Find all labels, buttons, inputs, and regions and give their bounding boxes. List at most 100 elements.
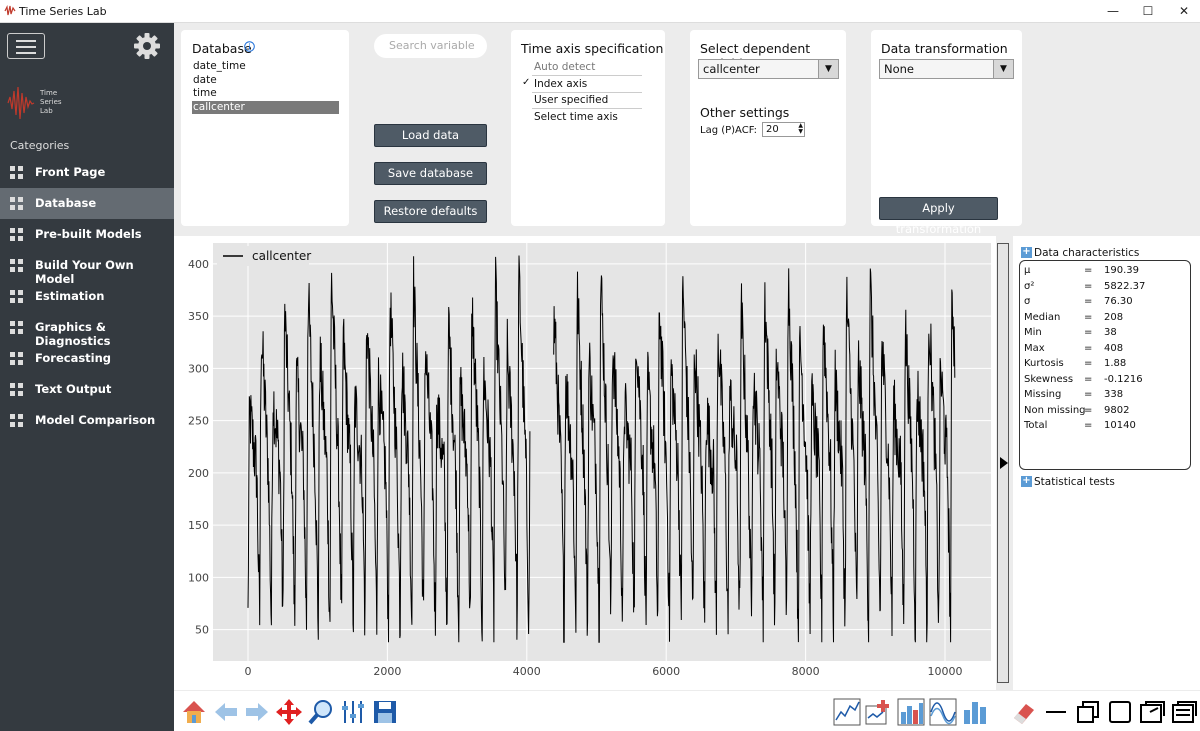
line-chart-icon[interactable] bbox=[833, 698, 861, 726]
lag-label: Lag (P)ACF: bbox=[700, 125, 758, 136]
expand-arrow-icon[interactable] bbox=[1000, 457, 1008, 469]
expand-data-characteristics-icon[interactable]: + bbox=[1021, 246, 1032, 258]
y-tick-label: 400 bbox=[188, 258, 209, 271]
add-plot-icon[interactable] bbox=[865, 698, 893, 726]
zoom-icon[interactable] bbox=[307, 698, 335, 726]
stat-row: Min = 38 bbox=[1024, 327, 1184, 341]
plot-area[interactable]: 0 2000 4000 6000 8000 10000 50 100 150 200 250 300 3… bbox=[174, 236, 996, 690]
save-figure-icon[interactable] bbox=[371, 698, 399, 726]
other-settings-title: Other settings bbox=[700, 105, 790, 120]
sidebar-item-graphics-diagnostics[interactable]: Graphics & Diagnostics bbox=[0, 312, 174, 348]
home-icon[interactable] bbox=[180, 698, 208, 726]
stat-equals: = bbox=[1084, 389, 1093, 400]
x-tick-label: 8000 bbox=[792, 665, 820, 678]
stat-value: 9802 bbox=[1104, 404, 1130, 416]
restore-defaults-button[interactable]: Restore defaults bbox=[374, 200, 487, 223]
stat-equals: = bbox=[1084, 327, 1093, 338]
stat-key: Min bbox=[1024, 327, 1042, 338]
checkmark-icon: ✓ bbox=[522, 76, 531, 88]
stat-row: Total = 10140 bbox=[1024, 420, 1184, 434]
configure-subplots-icon[interactable] bbox=[339, 698, 367, 726]
stat-equals: = bbox=[1084, 311, 1093, 323]
undock-plot-icon[interactable] bbox=[1138, 698, 1166, 726]
wave-chart-icon[interactable] bbox=[929, 698, 957, 726]
histogram-icon[interactable] bbox=[897, 698, 925, 726]
stat-value: 1.88 bbox=[1104, 358, 1127, 369]
hamburger-menu-button[interactable] bbox=[7, 33, 45, 59]
statistical-tests-header[interactable]: Statistical tests bbox=[1034, 476, 1115, 488]
title-bar: Time Series Lab — ☐ ✕ bbox=[0, 0, 1200, 23]
sidebar-item-text-output[interactable]: Text Output bbox=[0, 374, 174, 405]
time-axis-option[interactable]: Index axis bbox=[532, 77, 642, 93]
apply-transformation-button[interactable]: Apply transformation bbox=[879, 197, 998, 236]
dependent-variable-panel: Select dependent variable callcenter ▼ O… bbox=[690, 30, 846, 226]
data-characteristics-header[interactable]: Data characteristics bbox=[1034, 247, 1140, 259]
database-variable-item[interactable]: callcenter bbox=[192, 101, 339, 115]
info-icon[interactable] bbox=[244, 41, 255, 52]
stat-value: 76.30 bbox=[1104, 296, 1133, 307]
time-axis-option[interactable]: User specified bbox=[532, 93, 642, 109]
spin-arrows-icon[interactable]: ▲ ▼ bbox=[798, 122, 803, 135]
transformation-title: Data transformation bbox=[881, 41, 1008, 56]
load-data-button[interactable]: Load data bbox=[374, 124, 487, 147]
time-axis-panel: Time axis specification Auto detect Index… bbox=[511, 30, 665, 226]
stat-equals: = bbox=[1084, 420, 1093, 431]
x-tick-label: 2000 bbox=[373, 665, 401, 678]
stat-key: Missing bbox=[1024, 389, 1062, 400]
sidebar-item-front-page[interactable]: Front Page bbox=[0, 157, 174, 188]
minimize-button[interactable]: — bbox=[1107, 4, 1119, 18]
dependent-variable-select[interactable]: callcenter ▼ bbox=[698, 59, 839, 79]
time-axis-title: Time axis specification bbox=[521, 41, 664, 56]
bar-chart-icon bbox=[10, 321, 23, 334]
save-database-button[interactable]: Save database bbox=[374, 162, 487, 185]
chevron-down-icon: ▼ bbox=[818, 60, 838, 78]
maximize-button[interactable]: ☐ bbox=[1142, 4, 1154, 18]
bar-chart-icon[interactable] bbox=[961, 698, 989, 726]
expand-statistical-tests-icon[interactable]: + bbox=[1021, 475, 1032, 487]
database-variable-item[interactable]: date bbox=[193, 73, 217, 86]
stat-key: Non missing bbox=[1024, 404, 1086, 416]
sidebar-item-estimation[interactable]: Estimation bbox=[0, 281, 174, 312]
back-arrow-icon[interactable] bbox=[212, 698, 240, 726]
stat-key: Skewness bbox=[1024, 373, 1074, 385]
dock-plot-icon[interactable] bbox=[1170, 698, 1198, 726]
stat-key: σ² bbox=[1024, 280, 1035, 292]
sidebar-item-forecasting[interactable]: Forecasting bbox=[0, 343, 174, 374]
app-logo: Time Series Lab bbox=[6, 83, 76, 123]
transformation-select[interactable]: None ▼ bbox=[879, 59, 1014, 79]
pan-icon[interactable] bbox=[275, 698, 303, 726]
database-panel: Database date_time date time callcenter bbox=[181, 30, 349, 226]
stat-key: σ bbox=[1024, 296, 1031, 307]
time-axis-option[interactable]: Auto detect bbox=[532, 60, 642, 76]
sidebar-item-build-your-own-model[interactable]: Build Your Own Model bbox=[0, 250, 174, 286]
legend-label: callcenter bbox=[252, 249, 311, 263]
search-variable-input[interactable]: Search variable bbox=[374, 34, 487, 58]
sidebar-item-label: Database bbox=[35, 196, 97, 210]
database-variable-item[interactable]: time bbox=[193, 87, 217, 100]
stat-equals: = bbox=[1084, 404, 1093, 416]
database-title: Database bbox=[192, 41, 252, 56]
stat-row: Non missing = 9802 bbox=[1024, 405, 1184, 419]
gear-icon[interactable] bbox=[133, 32, 161, 60]
eraser-icon[interactable] bbox=[1010, 698, 1038, 726]
sidebar-item-database[interactable]: Database bbox=[0, 188, 174, 219]
stat-value: 5822.37 bbox=[1104, 280, 1146, 292]
time-series-chart[interactable]: 0 2000 4000 6000 8000 10000 50 100 150 200 250 300 3… bbox=[174, 236, 996, 690]
close-button[interactable]: ✕ bbox=[1178, 4, 1190, 18]
logo-text-2: Series bbox=[40, 98, 62, 106]
time-axis-option[interactable]: Select time axis bbox=[534, 110, 618, 123]
x-tick-label: 6000 bbox=[652, 665, 680, 678]
stat-row: Median = 208 bbox=[1024, 312, 1184, 326]
minimize-plot-icon[interactable] bbox=[1042, 698, 1070, 726]
sidebar-item-pre-built-models[interactable]: Pre-built Models bbox=[0, 219, 174, 250]
x-tick-label: 10000 bbox=[928, 665, 963, 678]
restore-plot-icon[interactable] bbox=[1074, 698, 1102, 726]
database-variable-item[interactable]: date_time bbox=[193, 60, 246, 72]
maximize-plot-icon[interactable] bbox=[1106, 698, 1134, 726]
sidebar-item-model-comparison[interactable]: Model Comparison bbox=[0, 405, 174, 436]
forward-arrow-icon[interactable] bbox=[243, 698, 271, 726]
stat-row: σ² = 5822.37 bbox=[1024, 281, 1184, 295]
sidebar-item-label: Pre-built Models bbox=[35, 227, 142, 241]
logo-text-3: Lab bbox=[40, 107, 53, 115]
lag-spinbox[interactable]: 20 ▲ ▼ bbox=[762, 122, 805, 137]
